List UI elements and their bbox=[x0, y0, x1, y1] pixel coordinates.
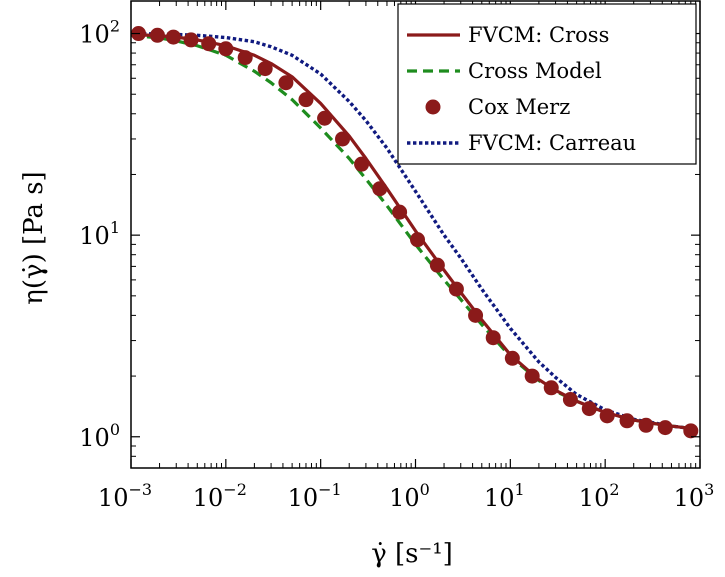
data-point-cox-merz bbox=[543, 380, 559, 396]
x-tick-label: 10−1 bbox=[288, 480, 342, 512]
ticks-layer: 10−3 10−2 10−1 100 101 102 103 100 101 102 bbox=[79, 1, 714, 512]
data-point-cox-merz bbox=[638, 417, 654, 433]
x-tick-label: 10−3 bbox=[98, 480, 152, 512]
data-point-cox-merz bbox=[354, 156, 370, 172]
x-tick-label: 100 bbox=[389, 480, 430, 512]
legend-label-cross-model: Cross Model bbox=[468, 59, 602, 83]
legend: FVCM: Cross Cross Model Cox Merz FVCM: Carr… bbox=[397, 3, 697, 165]
data-point-cox-merz bbox=[581, 401, 597, 417]
y-axis-label: η(γ̇) [Pa s] bbox=[19, 171, 49, 304]
x-tick-label: 102 bbox=[579, 480, 620, 512]
legend-label-cox-merz: Cox Merz bbox=[468, 95, 570, 119]
data-point-cox-merz bbox=[448, 281, 464, 297]
data-point-cox-merz bbox=[201, 36, 217, 52]
data-point-cox-merz bbox=[317, 110, 333, 126]
y-tick-label: 101 bbox=[79, 218, 120, 250]
legend-box bbox=[397, 3, 697, 165]
data-point-cox-merz bbox=[372, 181, 388, 197]
data-point-cox-merz bbox=[599, 408, 615, 424]
x-tick-label: 103 bbox=[674, 480, 715, 512]
data-point-cox-merz bbox=[429, 257, 445, 273]
plot-frame bbox=[130, 0, 701, 469]
data-point-cox-merz bbox=[504, 350, 520, 366]
data-point-cox-merz bbox=[468, 307, 484, 323]
data-point-cox-merz bbox=[410, 232, 426, 248]
data-point-cox-merz bbox=[524, 368, 540, 384]
y-tick-label: 100 bbox=[79, 420, 120, 452]
data-point-cox-merz bbox=[392, 204, 408, 220]
legend-marker-cox-merz bbox=[425, 99, 441, 115]
data-point-cox-merz bbox=[619, 413, 635, 429]
data-point-cox-merz bbox=[657, 420, 673, 436]
data-point-cox-merz bbox=[485, 330, 501, 346]
data-point-cox-merz bbox=[298, 92, 314, 108]
data-point-cox-merz bbox=[218, 41, 234, 57]
data-point-cox-merz bbox=[335, 131, 351, 147]
x-tick-label: 101 bbox=[484, 480, 525, 512]
data-point-cox-merz bbox=[562, 392, 578, 408]
data-point-cox-merz bbox=[237, 50, 253, 66]
y-tick-label: 102 bbox=[79, 17, 120, 49]
data-point-cox-merz bbox=[257, 61, 273, 77]
legend-label-fvcm-carreau: FVCM: Carreau bbox=[468, 131, 636, 155]
x-tick-label: 10−2 bbox=[193, 480, 247, 512]
x-axis-label: γ̇ [s⁻¹] bbox=[371, 539, 453, 569]
data-point-cox-merz bbox=[683, 423, 699, 439]
data-point-cox-merz bbox=[149, 27, 165, 43]
data-point-cox-merz bbox=[165, 29, 181, 45]
data-point-cox-merz bbox=[183, 32, 199, 48]
series-layer bbox=[131, 26, 699, 439]
data-point-cox-merz bbox=[278, 75, 294, 91]
legend-label-fvcm-cross: FVCM: Cross bbox=[468, 23, 609, 47]
